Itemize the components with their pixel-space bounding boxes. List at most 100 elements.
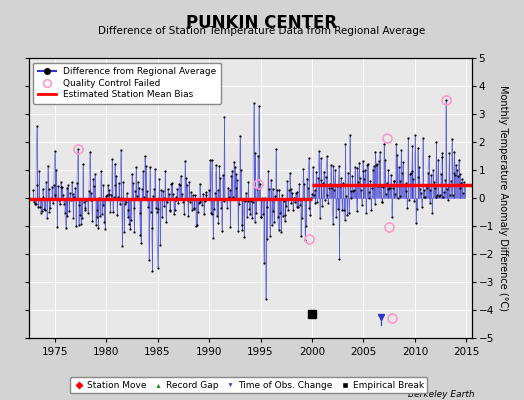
Point <box>263 236 271 242</box>
Point <box>266 233 274 239</box>
Point <box>418 204 426 210</box>
Point <box>230 159 238 165</box>
Point <box>232 171 241 178</box>
Point <box>129 204 138 211</box>
Point <box>265 186 274 192</box>
Point <box>227 173 235 179</box>
Point <box>341 141 350 148</box>
Point <box>162 219 170 225</box>
Point <box>326 162 335 169</box>
Point <box>192 222 200 229</box>
Point <box>141 163 150 169</box>
Point <box>142 196 150 202</box>
Point <box>395 164 403 171</box>
Point <box>36 204 44 210</box>
Point <box>278 192 286 198</box>
Point <box>346 188 355 194</box>
Point <box>114 194 122 200</box>
Point <box>99 202 107 208</box>
Point <box>158 188 167 194</box>
Point <box>63 213 72 220</box>
Point <box>225 187 234 193</box>
Point <box>415 164 423 170</box>
Point <box>234 228 243 235</box>
Point <box>364 194 373 201</box>
Point <box>324 200 333 207</box>
Point <box>72 223 80 229</box>
Point <box>366 178 375 184</box>
Point <box>43 162 52 169</box>
Point <box>294 204 302 210</box>
Point <box>365 189 374 195</box>
Point <box>226 224 235 230</box>
Point <box>370 200 379 207</box>
Point <box>229 194 237 200</box>
Point <box>245 206 254 212</box>
Point <box>438 154 446 160</box>
Legend: Station Move, Record Gap, Time of Obs. Change, Empirical Break: Station Move, Record Gap, Time of Obs. C… <box>70 377 428 394</box>
Point <box>215 163 224 169</box>
Point <box>329 163 337 170</box>
Point <box>422 182 430 189</box>
Point <box>42 179 50 185</box>
Point <box>393 152 401 158</box>
Point <box>386 184 394 191</box>
Point <box>138 185 146 192</box>
Point <box>71 185 79 192</box>
Point <box>400 182 409 188</box>
Point <box>101 226 110 232</box>
Point <box>213 187 222 194</box>
Point <box>298 214 306 221</box>
Point <box>195 180 204 187</box>
Point <box>376 149 384 156</box>
Point <box>333 182 341 189</box>
Point <box>67 197 75 204</box>
Point <box>190 205 199 211</box>
Point <box>136 232 145 238</box>
Point <box>45 209 53 216</box>
Point <box>459 189 467 196</box>
Point <box>148 268 157 274</box>
Point <box>204 196 212 202</box>
Point <box>351 164 359 170</box>
Point <box>233 177 242 183</box>
Point <box>92 214 101 221</box>
Point <box>188 206 196 213</box>
Point <box>94 224 103 231</box>
Point <box>61 225 70 231</box>
Point <box>407 170 415 177</box>
Point <box>308 191 316 197</box>
Point <box>156 241 165 248</box>
Point <box>206 157 214 164</box>
Point <box>270 219 278 226</box>
Point <box>56 201 64 208</box>
Point <box>423 185 431 191</box>
Point <box>184 212 193 219</box>
Point <box>302 223 310 230</box>
Point <box>381 157 389 163</box>
Point <box>212 162 220 168</box>
Point <box>88 197 96 203</box>
Point <box>454 173 462 179</box>
Point <box>319 180 328 187</box>
Point <box>275 226 283 233</box>
Point <box>121 201 129 207</box>
Point <box>433 191 442 198</box>
Point <box>105 191 114 197</box>
Point <box>384 186 392 193</box>
Point <box>317 177 325 184</box>
Point <box>108 156 116 162</box>
Point <box>100 219 108 225</box>
Point <box>259 211 267 217</box>
Point <box>167 181 176 187</box>
Point <box>32 123 41 130</box>
Point <box>146 164 154 170</box>
Point <box>358 157 367 164</box>
Point <box>267 177 275 183</box>
Point <box>202 192 211 198</box>
Point <box>322 174 330 180</box>
Point <box>256 181 264 187</box>
Point <box>178 190 187 197</box>
Point <box>220 114 228 120</box>
Point <box>35 168 43 174</box>
